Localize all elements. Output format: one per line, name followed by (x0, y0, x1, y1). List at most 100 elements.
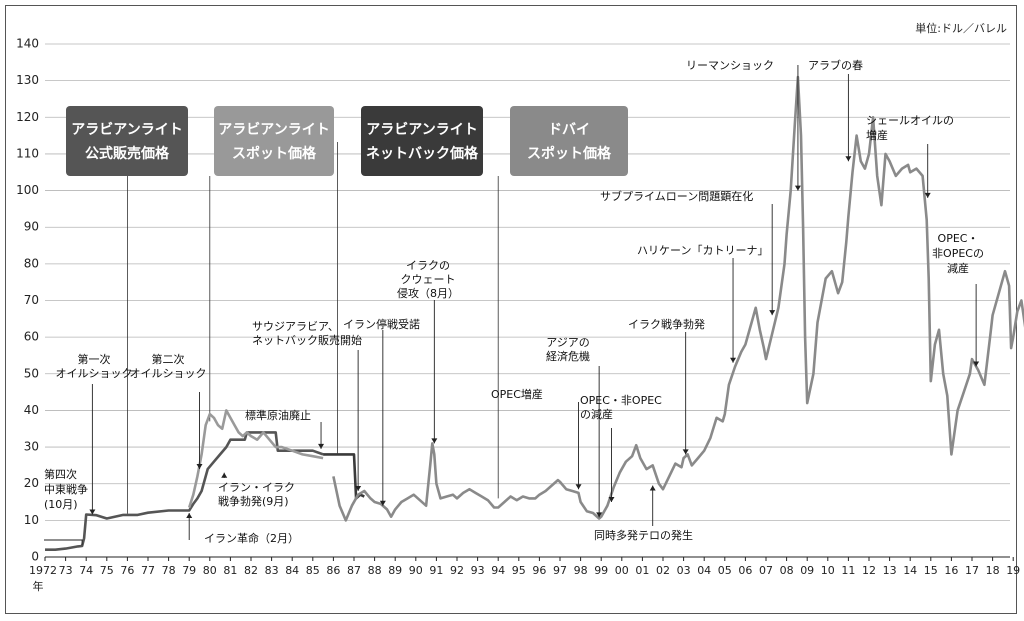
x-tick-label: 19 (1006, 564, 1020, 577)
annotation-text: 第二次 (152, 352, 185, 366)
annotation-arrowhead (355, 486, 362, 492)
x-tick-label: 94 (491, 564, 505, 577)
legend-box-text: アラビアンライト (218, 122, 329, 138)
x-tick-label: 85 (306, 564, 320, 577)
x-tick-label: 90 (409, 564, 423, 577)
series-line-2 (187, 409, 324, 508)
annotation-arrowhead (196, 464, 203, 470)
x-tick-label: 00 (615, 564, 629, 577)
annotation-text: イラク戦争勃発 (628, 317, 705, 331)
annotation-text: OPEC増産 (491, 388, 543, 401)
x-tick-label: 89 (388, 564, 402, 577)
y-tick-label: 140 (16, 37, 39, 51)
chart-frame (5, 5, 1017, 614)
x-tick-label: 81 (223, 564, 237, 577)
annotation-arrowhead (379, 500, 386, 506)
x-tick-label: 79 (182, 564, 196, 577)
x-tick-label: 77 (141, 564, 155, 577)
annotation-arrowhead (608, 497, 615, 503)
annotation-arrowhead (769, 310, 776, 316)
legend-box-text: ネットバック価格 (366, 145, 479, 162)
legend-box-text: スポット価格 (232, 145, 317, 162)
x-tick-label: 02 (656, 564, 670, 577)
y-tick-label: 130 (16, 73, 39, 87)
y-tick-label: 110 (16, 146, 39, 160)
x-tick-label: 10 (821, 564, 835, 577)
x-tick-label: 13 (883, 564, 897, 577)
y-tick-label: 30 (24, 440, 39, 454)
x-tick-label: 73 (59, 564, 73, 577)
x-tick-label: 04 (697, 564, 711, 577)
annotation-text: オイルショック (130, 367, 207, 380)
x-tick-label: 07 (759, 564, 773, 577)
annotation-arrowhead (730, 357, 737, 363)
annotation-text: クウェート (401, 273, 456, 286)
x-tick-label: 1972 (29, 564, 57, 577)
annotation-text: サブプライムローン問題顕在化 (600, 189, 753, 203)
x-tick-label: 99 (594, 564, 608, 577)
x-tick-label: 98 (574, 564, 588, 577)
x-tick-label: 05 (718, 564, 732, 577)
x-tick-label: 86 (326, 564, 340, 577)
annotation-arrowhead (649, 485, 656, 491)
x-tick-label: 14 (903, 564, 917, 577)
x-tick-label: 76 (120, 564, 134, 577)
x-tick-label: 97 (553, 564, 567, 577)
series-line-4 (332, 75, 1024, 522)
legend-box-text: アラビアンライト (366, 122, 477, 138)
annotation-arrowhead (89, 509, 96, 515)
y-tick-label: 80 (24, 256, 39, 270)
x-tick-label: 95 (512, 564, 526, 577)
annotation-text: シェールオイルの (866, 114, 954, 127)
annotation-arrowhead (924, 192, 931, 198)
x-tick-label: 15 (924, 564, 938, 577)
annotation-text: 非OPECの (932, 247, 984, 260)
x-tick-label: 17 (965, 564, 979, 577)
annotation-text: サウジアラビア、 (252, 320, 339, 333)
legend-box-3 (361, 106, 483, 176)
annotation-text: 第一次 (78, 352, 111, 366)
legend-box-text: スポット価格 (527, 145, 612, 162)
x-tick-label: 01 (635, 564, 649, 577)
annotation-text: の減産 (580, 407, 613, 421)
y-tick-label: 40 (24, 403, 39, 417)
x-tick-label: 75 (100, 564, 114, 577)
annotation-arrowhead (318, 443, 325, 449)
x-tick-label: 88 (368, 564, 382, 577)
annotation-text: アジアの (546, 336, 590, 349)
y-tick-label: 20 (24, 476, 39, 490)
x-tick-label: 12 (862, 564, 876, 577)
x-tick-label: 92 (450, 564, 464, 577)
legend-box-text: 公式販売価格 (85, 145, 170, 162)
annotation-text: リーマンショック (686, 59, 774, 72)
annotation-arrowhead (596, 512, 603, 518)
x-tick-label: 83 (265, 564, 279, 577)
annotation-text: OPEC・ (938, 232, 979, 245)
annotation-arrowhead (794, 185, 801, 191)
annotation-arrowhead (431, 438, 438, 444)
y-tick-label: 90 (24, 220, 39, 234)
series-line-1 (45, 431, 324, 551)
y-tick-label: 50 (24, 366, 39, 380)
y-tick-label: 120 (16, 110, 39, 124)
x-tick-label: 16 (944, 564, 958, 577)
x-tick-label: 87 (347, 564, 361, 577)
annotation-text: ネットバック販売開始 (252, 333, 362, 347)
annotation-text: アラブの春 (808, 58, 863, 72)
y-tick-label: 60 (24, 330, 39, 344)
annotation-text: 第四次 (44, 467, 77, 481)
year-unit-label: 年 (33, 579, 44, 593)
annotation-pointer (44, 539, 83, 546)
x-tick-label: 03 (677, 564, 691, 577)
x-tick-label: 78 (162, 564, 176, 577)
y-tick-label: 100 (16, 183, 39, 197)
annotation-text: OPEC・非OPEC (580, 394, 662, 407)
x-tick-label: 91 (429, 564, 443, 577)
annotation-text: ハリケーン「カトリーナ」 (637, 244, 768, 257)
legend-box-2 (214, 106, 334, 176)
x-tick-label: 18 (986, 564, 1000, 577)
annotation-text: 標準原油廃止 (245, 408, 311, 422)
y-tick-label: 70 (24, 293, 39, 307)
annotation-arrowhead (186, 513, 193, 519)
